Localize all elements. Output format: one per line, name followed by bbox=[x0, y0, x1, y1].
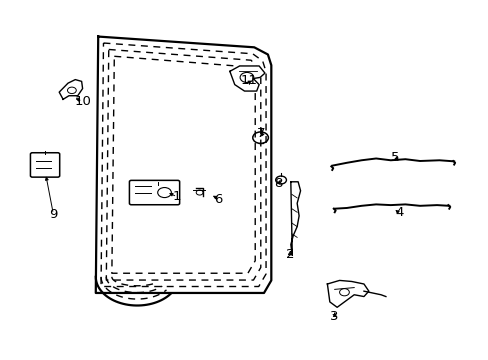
FancyBboxPatch shape bbox=[129, 180, 179, 205]
Text: 10: 10 bbox=[74, 95, 91, 108]
Text: 2: 2 bbox=[285, 248, 293, 261]
FancyBboxPatch shape bbox=[30, 153, 60, 177]
Polygon shape bbox=[290, 182, 300, 255]
Polygon shape bbox=[229, 66, 264, 91]
Text: 9: 9 bbox=[49, 208, 58, 221]
Polygon shape bbox=[59, 80, 82, 99]
Text: 7: 7 bbox=[257, 127, 265, 140]
Text: 11: 11 bbox=[241, 74, 257, 87]
Polygon shape bbox=[327, 280, 368, 307]
Text: 1: 1 bbox=[173, 190, 181, 203]
Text: 8: 8 bbox=[274, 177, 282, 190]
Text: 3: 3 bbox=[330, 310, 338, 323]
Text: 4: 4 bbox=[394, 207, 403, 220]
Text: 5: 5 bbox=[390, 151, 399, 164]
Text: 6: 6 bbox=[214, 193, 223, 206]
